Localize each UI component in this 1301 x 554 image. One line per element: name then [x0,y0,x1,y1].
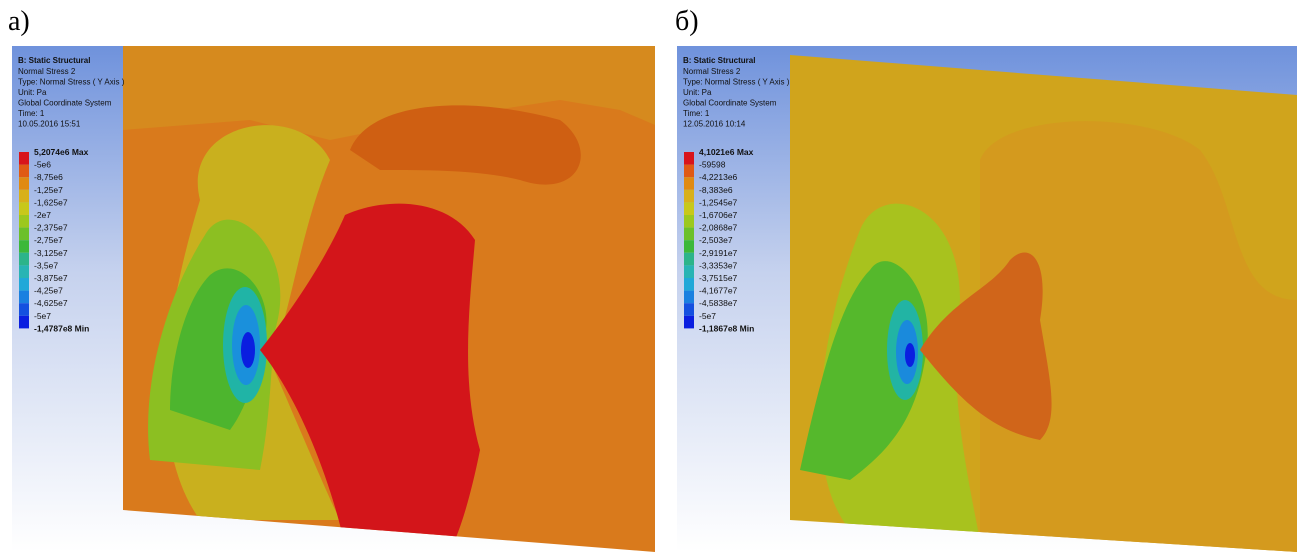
legend-swatch [684,265,694,278]
legend-swatch [684,165,694,178]
legend-label: -59598 [699,160,726,170]
legend-swatch [19,177,29,190]
legend-label: -4,625e7 [34,298,68,308]
legend-label: -2e7 [34,210,51,220]
header-line: Global Coordinate System [18,99,112,108]
panel: б) B: Static Structural Normal Stress 2 Typ… [675,6,1297,552]
legend-label: 5,2074e6 Max [34,147,89,157]
legend-label: -8,75e6 [34,172,63,182]
legend-label: -1,1867e8 Min [699,323,754,333]
contour-region [905,343,915,367]
header-title: B: Static Structural [683,56,755,65]
legend-label: -3,7515e7 [699,273,738,283]
legend-swatch [19,215,29,228]
legend-swatch [684,240,694,253]
legend-swatch [684,152,694,165]
legend-label: -2,9191e7 [699,248,738,258]
header-line: Unit: Pa [18,88,47,97]
legend-label: -4,1677e7 [699,286,738,296]
legend-swatch [684,316,694,329]
legend-swatch [19,253,29,266]
legend-label: -3,3353e7 [699,260,738,270]
panel-label: а) [8,6,30,37]
legend-label: -3,5e7 [34,260,58,270]
legend-label: -1,625e7 [34,197,68,207]
legend-label: -3,125e7 [34,248,68,258]
legend-swatch [684,215,694,228]
legend-swatch [19,291,29,304]
panel: а) B: Static Structural Normal Stress 2 Typ… [8,6,655,552]
legend-swatch [19,202,29,215]
legend-label: -3,875e7 [34,273,68,283]
header-line: Normal Stress 2 [683,67,741,76]
legend-label: -5e7 [34,311,51,321]
legend-swatch [19,228,29,241]
header-line: 10.05.2016 15:51 [18,120,81,129]
legend-swatch [19,265,29,278]
legend-label: -4,2213e6 [699,172,738,182]
legend-swatch [684,278,694,291]
legend-swatch [19,278,29,291]
legend-swatch [19,152,29,165]
header-line: Type: Normal Stress ( Y Axis ) [18,78,125,87]
legend-swatch [19,240,29,253]
legend-swatch [19,303,29,316]
figure: а) B: Static Structural Normal Stress 2 Typ… [0,0,1301,554]
header-line: Unit: Pa [683,88,712,97]
legend-label: -5e7 [699,311,716,321]
legend-swatch [19,316,29,329]
legend-label: -2,503e7 [699,235,733,245]
header-line: Time: 1 [683,109,710,118]
legend-swatch [684,303,694,316]
legend-swatch [684,253,694,266]
panel-label: б) [675,6,699,37]
legend-swatch [19,190,29,203]
legend-label: -1,25e7 [34,185,63,195]
legend-label: -1,6706e7 [699,210,738,220]
legend-label: -5e6 [34,160,51,170]
contour-region [241,332,255,368]
header-line: 12.05.2016 10:14 [683,120,746,129]
header-line: Normal Stress 2 [18,67,76,76]
legend-label: 4,1021e6 Max [699,147,754,157]
legend-swatch [684,202,694,215]
legend-swatch [19,165,29,178]
legend-label: -2,75e7 [34,235,63,245]
legend-label: -1,4787e8 Min [34,323,89,333]
legend-swatch [684,190,694,203]
legend-label: -1,2545e7 [699,197,738,207]
header-line: Type: Normal Stress ( Y Axis ) [683,78,790,87]
header-line: Time: 1 [18,109,45,118]
legend-swatch [684,177,694,190]
legend-label: -2,0868e7 [699,223,738,233]
legend-label: -8,383e6 [699,185,733,195]
legend-swatch [684,228,694,241]
legend-swatch [684,291,694,304]
legend-label: -4,5838e7 [699,298,738,308]
header-line: Global Coordinate System [683,99,777,108]
header-title: B: Static Structural [18,56,90,65]
legend-label: -4,25e7 [34,286,63,296]
legend-label: -2,375e7 [34,223,68,233]
